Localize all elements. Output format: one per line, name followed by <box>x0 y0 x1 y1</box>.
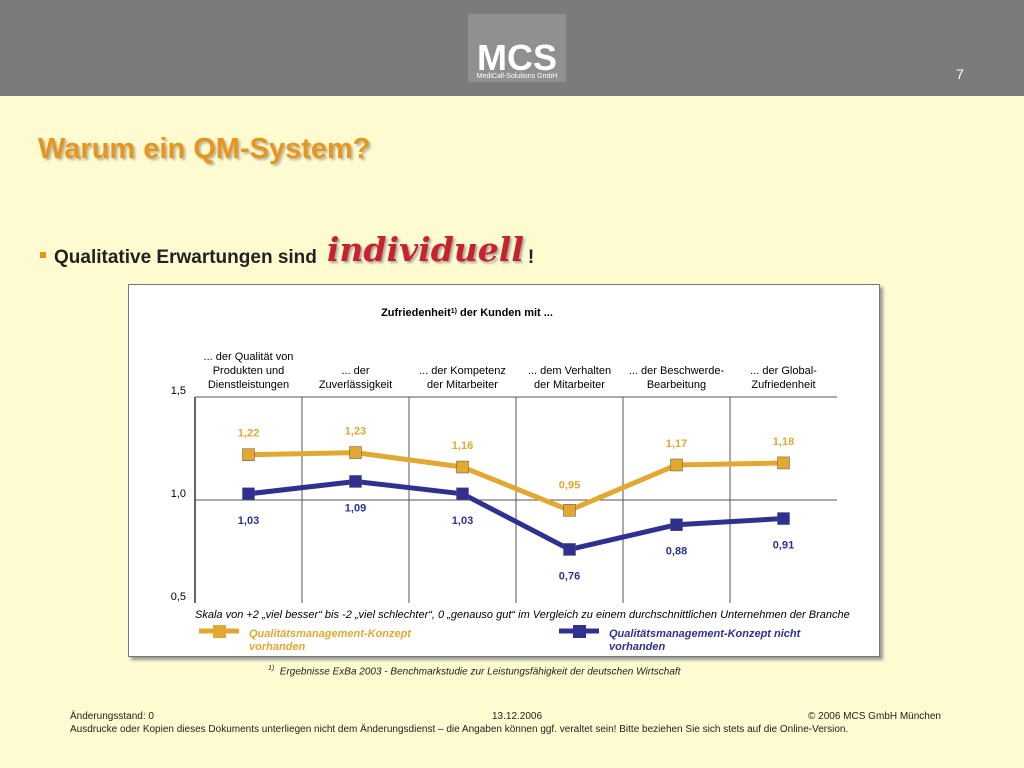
data-point-marker <box>777 512 790 525</box>
series-line-1 <box>246 450 786 513</box>
bullet-suffix: ! <box>527 247 535 268</box>
bullet-point: Qualitative Erwartungen sind individuell! <box>40 230 535 271</box>
footer-date: 13.12.2006 <box>492 711 543 722</box>
footnote-marker: 1) <box>268 665 275 672</box>
category-label: Produkten und <box>213 365 285 377</box>
y-tick-label: 1,0 <box>171 488 186 500</box>
data-label: 0,95 <box>559 479 580 491</box>
data-point-marker <box>456 487 469 501</box>
header-bar: MCS MediCall-Solutions GmbH 7 <box>0 0 1024 96</box>
legend-label: Qualitätsmanagement-Konzept <box>249 628 412 640</box>
chart-title: Zufriedenheit1) der Kunden mit ... <box>381 307 553 319</box>
data-label: 1,09 <box>345 502 366 514</box>
data-label: 0,76 <box>559 570 580 582</box>
footnote: 1) Ergebnisse ExBa 2003 - Benchmarkstudi… <box>268 665 680 677</box>
scale-note: Skala von +2 „viel besser“ bis -2 „viel … <box>195 609 850 621</box>
logo-main-text: MCS <box>477 37 557 78</box>
legend-marker <box>213 625 226 638</box>
legend-label: vorhanden <box>249 641 306 653</box>
data-point-marker <box>349 446 362 459</box>
footer-copyright: © 2006 MCS GmbH München <box>808 711 941 722</box>
category-label: ... dem Verhalten <box>528 365 611 377</box>
legend-label: Qualitätsmanagement-Konzept nicht <box>609 628 802 640</box>
company-logo: MCS MediCall-Solutions GmbH <box>468 14 566 82</box>
category-label: der Mitarbeiter <box>427 379 498 391</box>
legend-label: vorhanden <box>609 641 666 653</box>
data-label: 1,22 <box>238 428 259 440</box>
y-tick-label: 0,5 <box>171 591 186 603</box>
data-point-marker <box>349 475 362 488</box>
category-label: Dienstleistungen <box>208 379 289 391</box>
category-label: Bearbeitung <box>647 379 706 391</box>
data-label: 1,03 <box>238 515 259 527</box>
data-point-marker <box>563 504 576 517</box>
data-label: 1,03 <box>452 515 473 527</box>
category-label: Zuverlässigkeit <box>319 379 392 391</box>
y-tick-label: 1,5 <box>171 385 186 397</box>
data-point-marker <box>777 456 790 470</box>
category-label: der Mitarbeiter <box>534 379 605 391</box>
data-label: 1,18 <box>773 436 794 448</box>
data-point-marker <box>670 518 683 531</box>
bullet-emphasis: individuell <box>326 230 524 269</box>
data-point-marker <box>670 458 683 472</box>
category-label: ... der Kompetenz <box>419 365 506 377</box>
data-point-marker <box>563 543 576 556</box>
data-label: 1,17 <box>666 438 687 450</box>
data-point-marker <box>242 487 255 501</box>
logo-subtitle: MediCall-Solutions GmbH <box>476 73 558 80</box>
data-point-marker <box>456 460 469 474</box>
bullet-text: Qualitative Erwartungen sind <box>54 247 317 268</box>
slide-title: Warum ein QM-System? <box>38 133 371 165</box>
bullet-square-icon <box>40 251 46 258</box>
data-point-marker <box>242 448 255 461</box>
chart-frame: Zufriedenheit1) der Kunden mit ... 0,5 1,0… <box>128 284 880 657</box>
data-label: 0,88 <box>666 546 687 558</box>
category-label: ... der Beschwerde- <box>629 365 725 377</box>
category-label: ... der Qualität von <box>204 351 294 363</box>
category-label: Zufriedenheit <box>751 379 815 391</box>
series-line-2 <box>246 478 786 552</box>
category-label: ... der <box>341 365 369 377</box>
footer-status: Änderungsstand: 0 <box>70 711 154 722</box>
page-number: 7 <box>956 66 964 82</box>
data-label: 0,91 <box>773 540 794 552</box>
data-label: 1,16 <box>452 440 473 452</box>
legend-marker <box>573 625 586 638</box>
footer-disclaimer: Ausdrucke oder Kopien dieses Dokuments u… <box>70 724 849 735</box>
satisfaction-line-chart: Zufriedenheit1) der Kunden mit ... 0,5 1,0… <box>171 307 850 653</box>
footnote-text: Ergebnisse ExBa 2003 - Benchmarkstudie z… <box>279 666 681 678</box>
category-label: ... der Global- <box>750 365 817 377</box>
data-label: 1,23 <box>345 426 366 438</box>
